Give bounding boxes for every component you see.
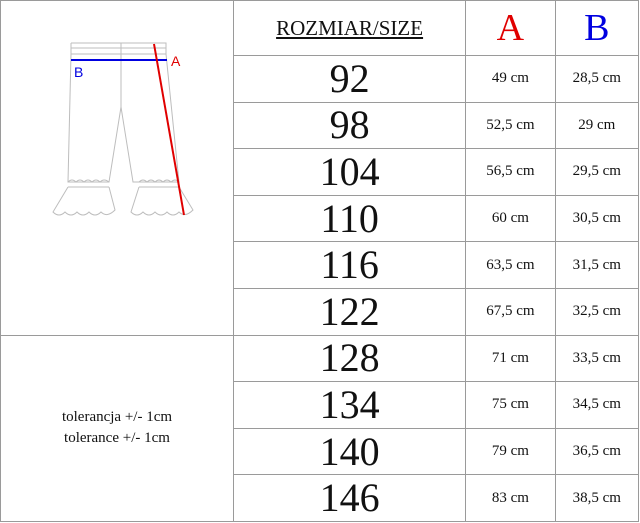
size-cell: 98 [232, 101, 467, 150]
b-value-cell: 38,5 cm [554, 474, 640, 522]
b-value-cell: 28,5 cm [554, 55, 640, 103]
label-a: A [171, 53, 181, 69]
b-value-cell: 33,5 cm [554, 334, 640, 383]
size-cell: 110 [232, 194, 467, 243]
a-value-cell: 67,5 cm [465, 287, 556, 336]
b-value-cell: 36,5 cm [554, 427, 640, 476]
diagram-cell: A B [0, 0, 234, 336]
size-cell: 92 [232, 55, 467, 103]
table-row: 92 49 cm 28,5 cm [1, 55, 640, 103]
a-value-cell: 79 cm [465, 427, 556, 476]
b-value-cell: 29,5 cm [554, 148, 640, 196]
size-column-header: ROZMIAR/SIZE [232, 0, 467, 56]
b-value-cell: 30,5 cm [554, 194, 640, 243]
size-cell: 116 [232, 241, 467, 289]
a-value-cell: 49 cm [465, 55, 556, 103]
pants-diagram-icon: A B [52, 42, 194, 216]
table-row: 110 60 cm 30,5 cm [1, 194, 640, 243]
label-b: B [74, 64, 83, 80]
size-cell: 146 [232, 474, 467, 522]
size-cell: 122 [232, 287, 467, 336]
table-row: 140 79 cm 36,5 cm [1, 427, 640, 476]
table-row: 98 52,5 cm 29 cm [1, 101, 640, 150]
size-cell: 104 [232, 148, 467, 196]
a-column-header: A [465, 0, 556, 56]
tolerance-pl: tolerancja +/- 1cm [61, 409, 173, 426]
b-value-cell: 32,5 cm [554, 287, 640, 336]
size-cell: 128 [232, 334, 467, 383]
a-value-cell: 60 cm [465, 194, 556, 243]
size-cell: 134 [232, 381, 467, 429]
a-value-cell: 75 cm [465, 381, 556, 429]
b-value-cell: 29 cm [554, 101, 640, 150]
b-value-cell: 34,5 cm [554, 381, 640, 429]
table-row: 146 83 cm 38,5 cm [1, 474, 640, 522]
tolerance-en: tolerance +/- 1cm [64, 430, 170, 447]
a-value-cell: 52,5 cm [465, 101, 556, 150]
tolerance-cell: tolerancja +/- 1cm tolerance +/- 1cm [0, 334, 234, 523]
b-column-header: B [554, 0, 640, 56]
a-value-cell: 63,5 cm [465, 241, 556, 289]
a-value-cell: 56,5 cm [465, 148, 556, 196]
table-row: 104 56,5 cm 29,5 cm [1, 148, 640, 196]
b-value-cell: 31,5 cm [554, 241, 640, 289]
table-row: 134 75 cm 34,5 cm [1, 381, 640, 429]
table-row: tolerancja +/- 1cm tolerance +/- 1cm 128 71… [0, 334, 640, 523]
table-row: 116 63,5 cm 31,5 cm [1, 241, 640, 289]
size-cell: 140 [232, 427, 467, 476]
a-value-cell: 71 cm [465, 334, 556, 383]
table-row: 122 67,5 cm 32,5 cm [1, 287, 640, 336]
a-value-cell: 83 cm [465, 474, 556, 522]
header-row: A B ROZMIAR/SIZE A B [0, 0, 640, 336]
